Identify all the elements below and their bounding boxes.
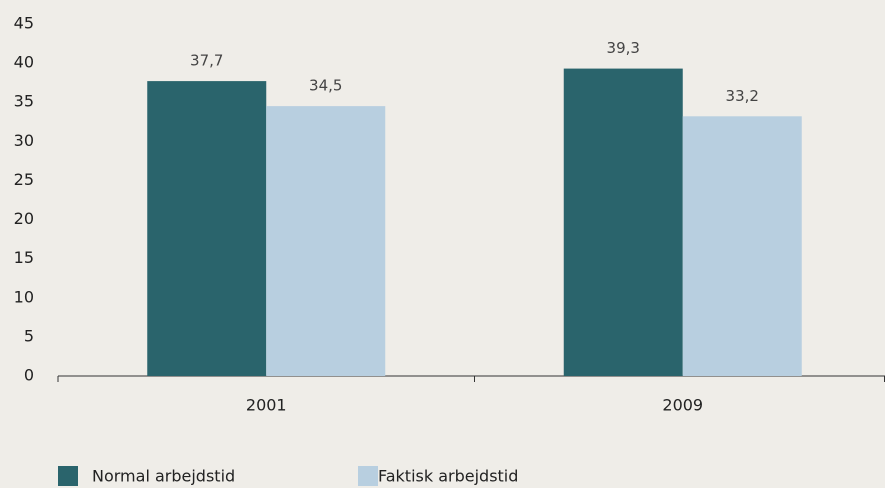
- value-label: 37,7: [190, 52, 223, 70]
- y-tick-label: 45: [14, 14, 34, 33]
- value-label: 34,5: [309, 77, 342, 95]
- legend-label: Faktisk arbejdstid: [378, 467, 518, 486]
- value-label: 33,2: [726, 87, 759, 105]
- y-tick-label: 30: [14, 131, 34, 150]
- y-tick-label: 0: [24, 366, 34, 385]
- y-tick-label: 40: [14, 53, 34, 72]
- bar: [682, 116, 802, 377]
- y-tick-label: 5: [24, 326, 34, 345]
- y-tick-label: 10: [14, 287, 34, 306]
- bar: [147, 81, 267, 376]
- bar: [266, 106, 386, 376]
- y-tick-label: 25: [14, 170, 34, 189]
- y-tick-label: 15: [14, 248, 34, 267]
- legend-label: Normal arbejdstid: [92, 467, 235, 486]
- y-tick-label: 20: [14, 209, 34, 228]
- value-label: 39,3: [607, 39, 640, 57]
- x-tick-label: 2001: [246, 396, 287, 415]
- legend-swatch: [58, 466, 78, 486]
- legend-swatch: [358, 466, 378, 486]
- bar: [563, 68, 683, 376]
- y-tick-label: 35: [14, 92, 34, 111]
- x-tick-label: 2009: [662, 396, 703, 415]
